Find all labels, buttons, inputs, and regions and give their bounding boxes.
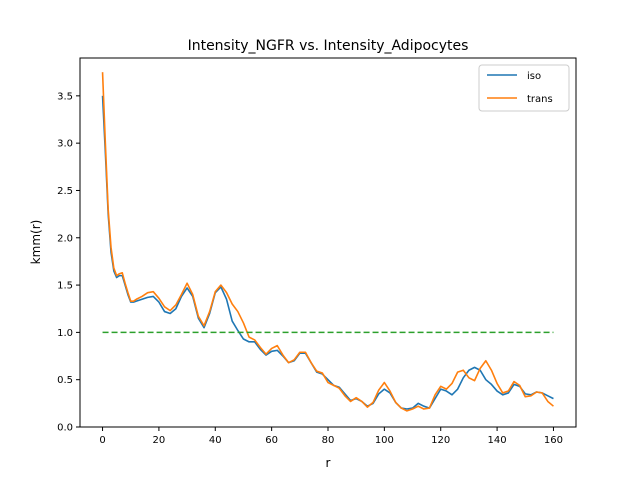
legend-label-iso: iso [527,71,541,82]
x-axis-label: r [326,456,331,470]
x-tick-label: 120 [431,435,450,446]
x-tick-label: 80 [322,435,335,446]
y-tick-label: 0.0 [57,423,73,434]
x-tick-label: 20 [153,435,166,446]
x-tick-label: 140 [488,435,507,446]
series-line-trans [101,72,554,412]
y-tick-label: 2.0 [57,233,73,244]
y-tick-label: 2.5 [57,186,73,197]
x-tick-label: 40 [209,435,222,446]
legend: iso trans [478,64,570,112]
y-tick-label: 1.0 [57,328,73,339]
x-tick-label: 60 [265,435,278,446]
x-tick-label: 160 [544,435,563,446]
y-axis-ticks: 0.0 0.5 1.0 1.5 2.0 2.5 3.0 3.5 [57,91,80,434]
chart-title: Intensity_NGFR vs. Intensity_Adipocytes [188,38,469,54]
y-tick-label: 3.5 [57,91,73,102]
y-tick-label: 1.5 [57,281,73,292]
legend-label-trans: trans [527,94,553,105]
y-tick-label: 3.0 [57,139,73,150]
y-axis-label: kmm(r) [29,220,43,265]
x-tick-label: 100 [375,435,394,446]
y-tick-label: 0.5 [57,375,73,386]
plot-area [101,72,554,412]
x-tick-label: 0 [99,435,105,446]
x-axis-ticks: 0 20 40 60 80 100 120 140 160 [99,427,563,446]
legend-frame [478,64,570,112]
